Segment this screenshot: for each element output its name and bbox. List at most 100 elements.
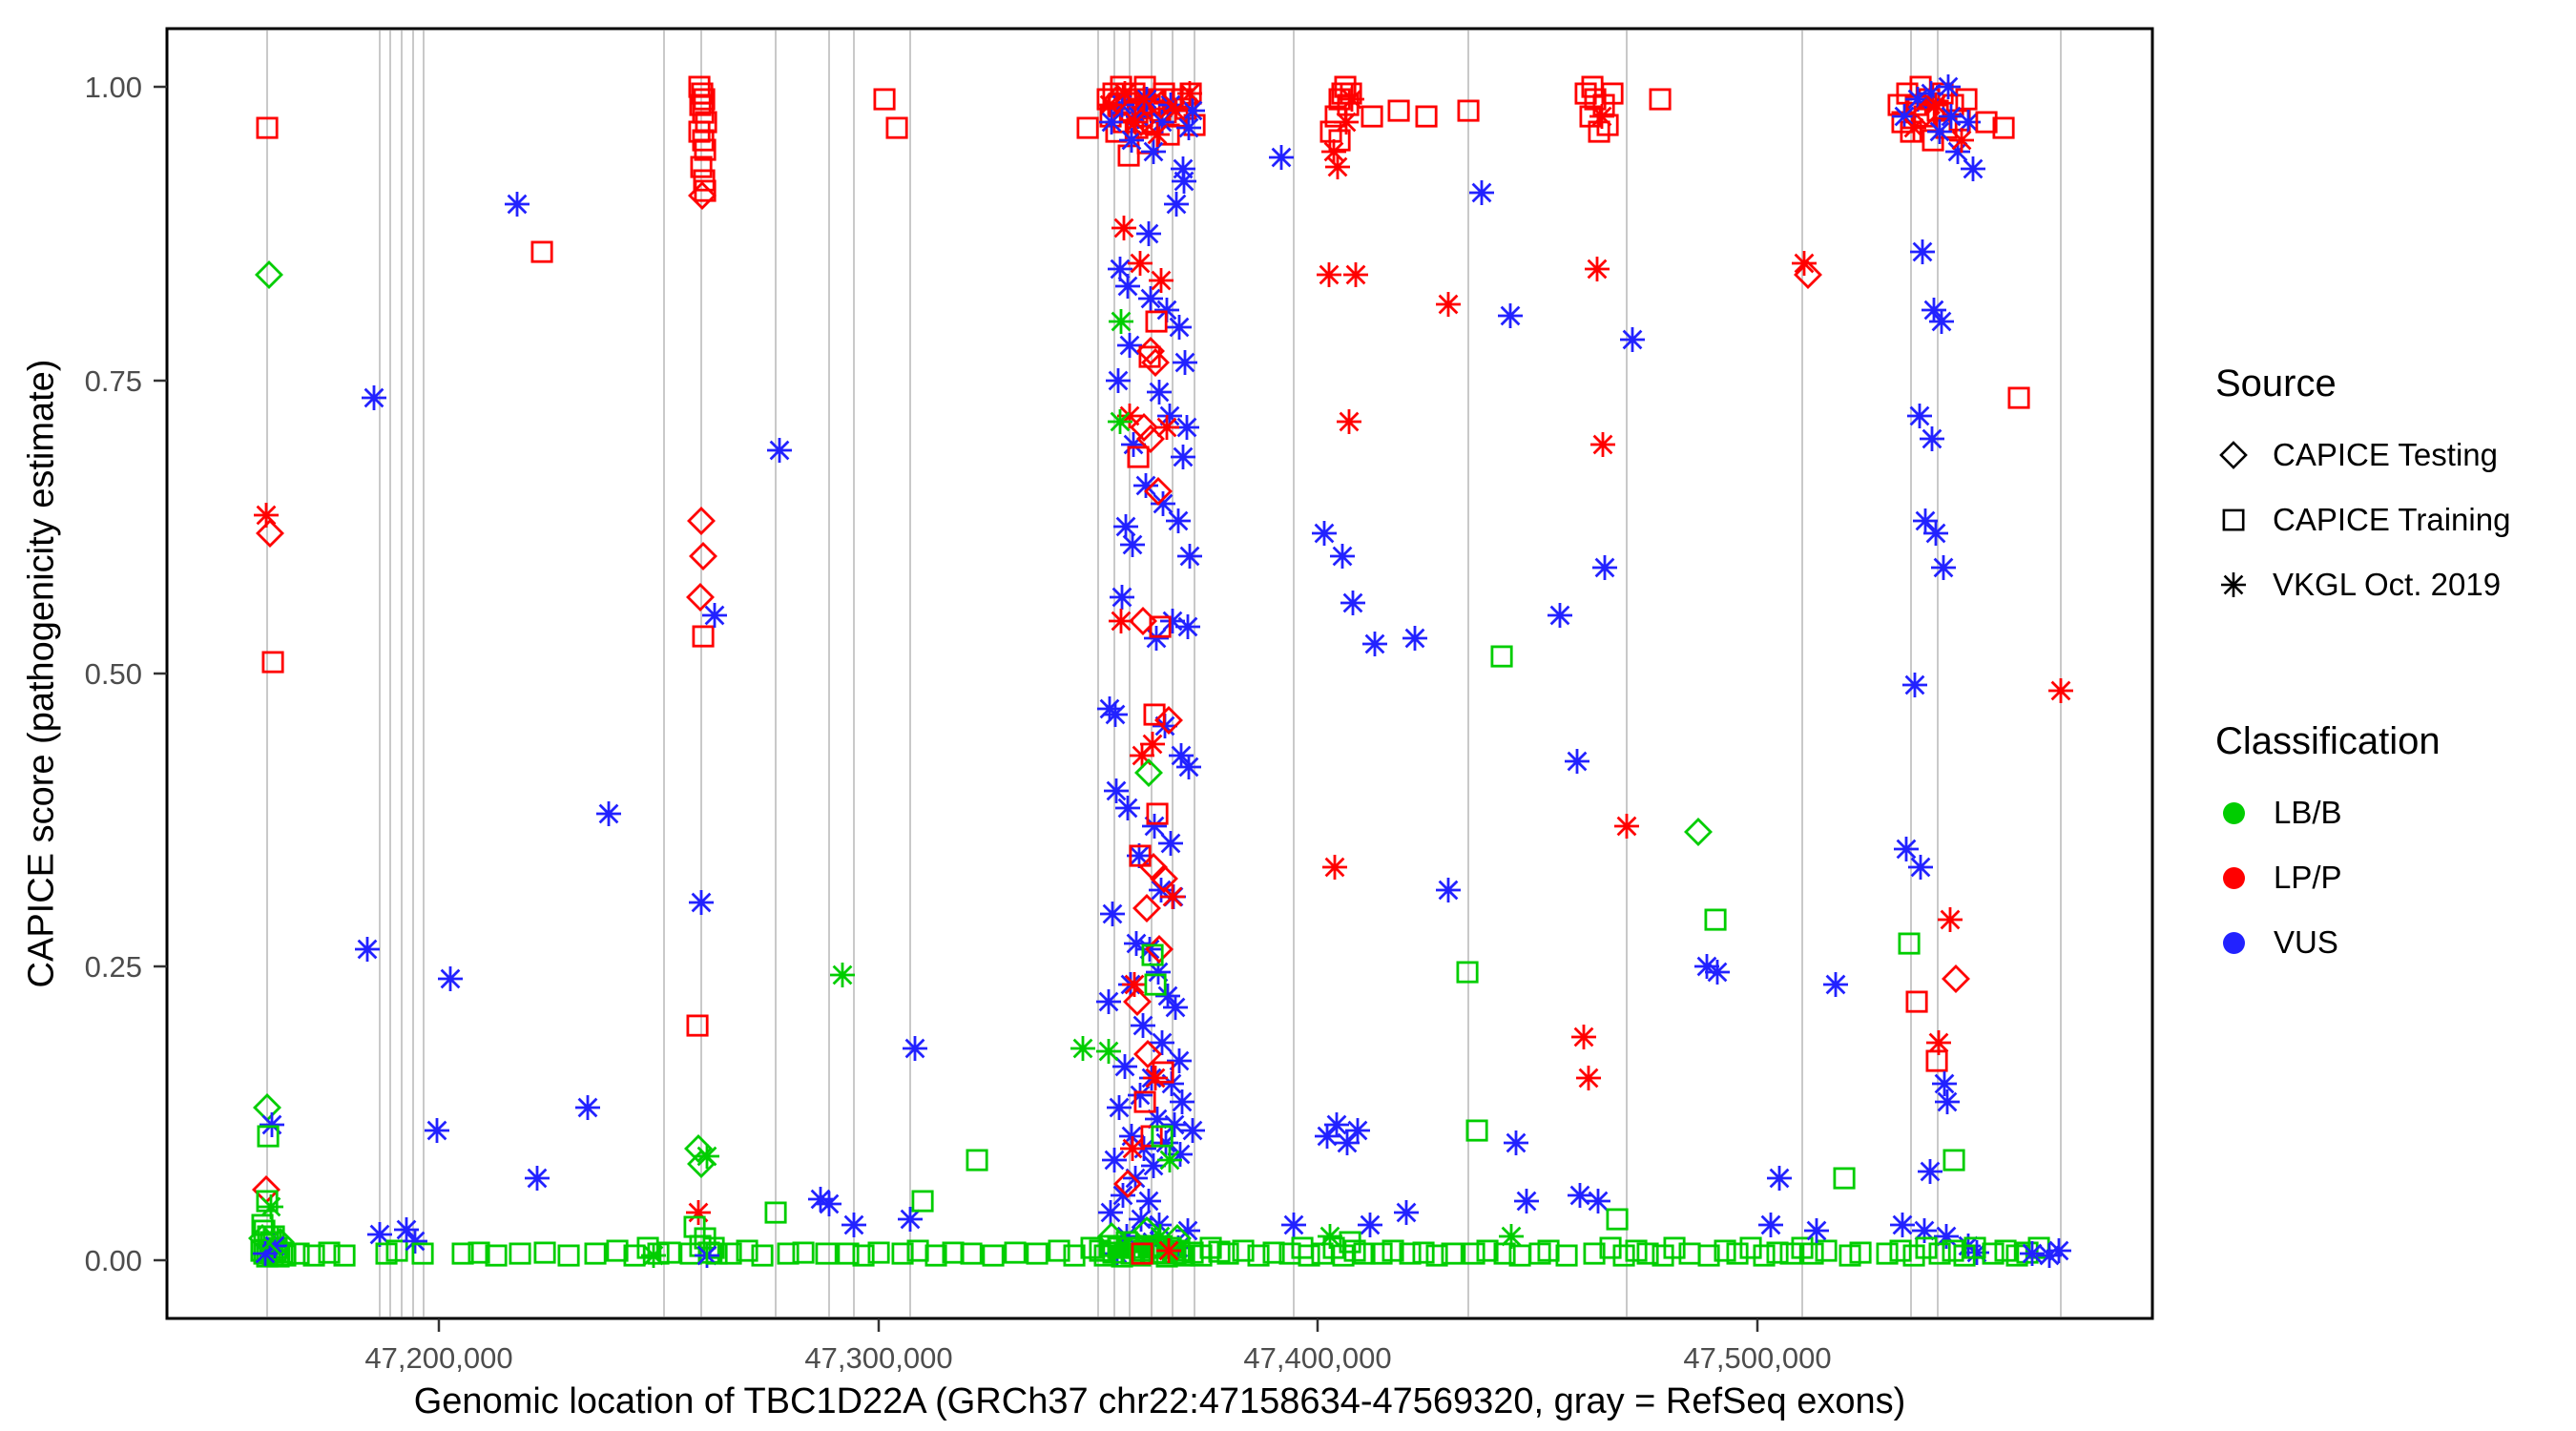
data-point-asterisk <box>1150 1030 1174 1055</box>
data-point-square <box>885 116 908 139</box>
data-point-asterisk <box>1929 309 1954 334</box>
data-point-square <box>1833 1167 1856 1190</box>
data-point-square <box>1144 973 1167 996</box>
data-point-asterisk <box>1949 128 1974 153</box>
data-point-square <box>960 1242 983 1265</box>
data-point-square <box>1399 1242 1422 1265</box>
data-point-asterisk <box>1108 257 1132 281</box>
data-point-asterisk <box>1436 292 1461 317</box>
data-point-square <box>1779 1242 1802 1265</box>
data-point-square <box>1476 1239 1499 1262</box>
legend-label-lbb: LB/B <box>2274 795 2342 830</box>
data-point-asterisk <box>1170 1089 1195 1114</box>
data-point-square <box>1076 116 1099 139</box>
data-point-square <box>2007 386 2030 409</box>
data-point-asterisk <box>903 1036 927 1061</box>
data-point-asterisk <box>1939 104 1963 129</box>
data-point-square <box>1232 1239 1255 1262</box>
data-point-asterisk <box>1589 104 1614 129</box>
data-point-asterisk <box>1143 1066 1168 1090</box>
data-point-asterisk <box>1923 93 1948 117</box>
data-point-asterisk <box>505 192 530 217</box>
data-point-square <box>1149 615 1172 638</box>
data-point-asterisk <box>1324 1112 1349 1137</box>
data-point-asterisk <box>1096 1039 1121 1064</box>
data-point-asterisk <box>394 1217 419 1242</box>
data-point-asterisk <box>1514 1189 1539 1213</box>
data-point-square <box>1942 1149 1965 1172</box>
data-point-square <box>911 1190 934 1213</box>
data-point-square <box>530 240 553 263</box>
data-point-square <box>815 1242 838 1265</box>
data-point-square <box>1026 1242 1049 1265</box>
data-point-square <box>584 1242 607 1265</box>
data-point-square <box>1905 990 1928 1013</box>
data-point-square <box>1216 1242 1239 1265</box>
data-point-asterisk <box>898 1207 923 1232</box>
data-point-asterisk <box>1317 262 1341 287</box>
data-point-asterisk <box>1571 1025 1596 1049</box>
data-point-asterisk <box>1892 104 1917 129</box>
vus-dot-icon <box>2223 931 2245 954</box>
data-point-asterisk <box>1142 814 1167 839</box>
data-point-square <box>1048 1239 1070 1262</box>
data-point-diamond <box>1942 964 1970 993</box>
y-tick-label: 0.25 <box>85 950 142 984</box>
data-point-square <box>658 1241 681 1264</box>
data-point-square <box>1370 1242 1393 1265</box>
data-point-asterisk <box>1107 1095 1132 1120</box>
data-point-asterisk <box>1160 884 1185 909</box>
y-tick-label: 0.75 <box>85 364 142 398</box>
data-point-asterisk <box>1931 555 1956 580</box>
data-point-square <box>1652 1244 1674 1267</box>
data-point-diamond <box>1147 91 1175 119</box>
data-point-asterisk <box>1912 1218 1937 1243</box>
legend-label-capice-training: CAPICE Training <box>2273 502 2511 537</box>
data-point-diamond <box>1097 1222 1126 1251</box>
data-point-asterisk <box>1070 1036 1095 1061</box>
data-point-asterisk <box>596 801 621 826</box>
data-point-square <box>1441 1242 1464 1265</box>
data-point-square <box>1876 1242 1899 1265</box>
data-point-square <box>1902 1244 1925 1267</box>
data-point-diamond <box>2219 441 2248 469</box>
data-point-square <box>686 1014 709 1037</box>
data-point-square <box>891 1242 914 1265</box>
data-point-square <box>1801 1242 1824 1265</box>
data-point-square <box>1928 1242 1951 1265</box>
data-point-square <box>333 1244 356 1267</box>
data-point-square <box>679 1242 702 1265</box>
legend-label-capice-testing: CAPICE Testing <box>2273 437 2498 472</box>
data-point-square <box>1766 1241 1789 1264</box>
data-point-square <box>1714 1239 1736 1262</box>
data-point-square <box>852 1244 875 1267</box>
data-point-diamond <box>256 519 284 548</box>
data-point-asterisk <box>1119 128 1144 153</box>
data-point-square <box>451 1242 474 1265</box>
data-point-asterisk <box>1138 286 1163 311</box>
data-point-square <box>256 116 279 139</box>
data-point-asterisk <box>1123 110 1148 135</box>
data-point-asterisk <box>1923 521 1948 546</box>
data-point-asterisk <box>1171 445 1195 469</box>
data-point-diamond <box>686 583 715 612</box>
data-point-diamond <box>1127 108 1155 136</box>
data-point-square <box>1463 1242 1485 1265</box>
data-point-asterisk <box>1945 139 1970 164</box>
data-point-asterisk <box>1927 119 1952 144</box>
data-point-asterisk <box>1548 603 1572 628</box>
data-point-asterisk <box>1156 1238 1181 1263</box>
data-point-square <box>1004 1241 1027 1264</box>
data-point-square <box>606 1239 629 1262</box>
data-point-asterisk <box>1121 432 1146 457</box>
data-point-asterisk <box>1167 1048 1192 1073</box>
data-point-asterisk <box>1907 404 1932 428</box>
data-point-asterisk <box>1325 155 1350 179</box>
data-point-square <box>1697 1244 1720 1267</box>
data-point-asterisk <box>1098 1200 1123 1225</box>
data-point-asterisk <box>1330 544 1355 569</box>
data-point-asterisk <box>1153 1130 1178 1155</box>
data-point-asterisk <box>841 1213 866 1237</box>
legend-label-vkgl: VKGL Oct. 2019 <box>2273 567 2502 602</box>
legend-label-vus: VUS <box>2274 924 2338 960</box>
